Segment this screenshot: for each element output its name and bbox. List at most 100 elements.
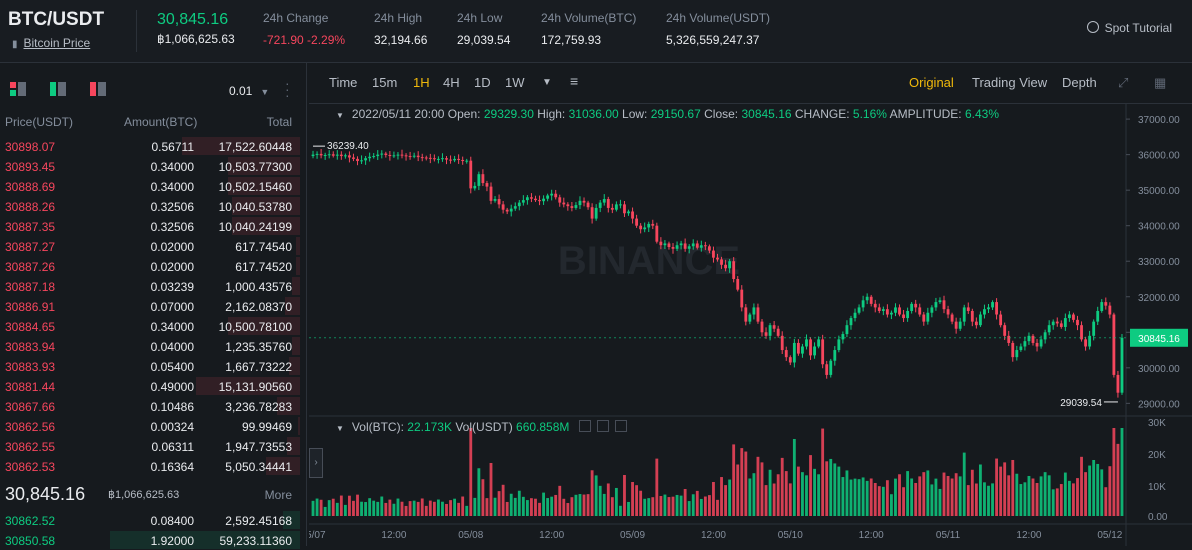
volume-bar [420, 498, 424, 516]
candle-body [594, 207, 598, 219]
settings-icon[interactable] [596, 420, 609, 432]
tf-time[interactable]: Time [329, 75, 358, 90]
fullscreen-icon[interactable]: ⤢ [1118, 75, 1129, 90]
x-tick-label: 05/12 [1097, 530, 1122, 541]
orderbook-row[interactable]: 30850.58 1.92000 59,233.11360 [0, 530, 306, 550]
tf-15m[interactable]: 15m [372, 75, 398, 90]
volume-bar [821, 428, 825, 516]
volume-bar [1063, 472, 1067, 516]
coin-link-label[interactable]: Bitcoin Price [23, 36, 91, 50]
volume-bar [1023, 482, 1027, 516]
row-amount: 0.02000 [150, 240, 194, 254]
last-price-tag: 30845.16 [1138, 334, 1180, 345]
x-tick-label: 12:00 [701, 530, 726, 541]
candle-body [400, 154, 404, 156]
candle-body [404, 155, 408, 157]
orderbook-row[interactable]: 30898.07 0.56711 17,522.60448 [0, 136, 306, 156]
orderbook-row[interactable]: 30887.35 0.32506 10,040.24199 [0, 216, 306, 236]
orderbook-row[interactable]: 30893.45 0.34000 10,503.77300 [0, 156, 306, 176]
expand-panel-icon[interactable]: › [309, 448, 323, 478]
orderbook-row[interactable]: 30888.26 0.32506 10,040.53780 [0, 196, 306, 216]
volume-bar [756, 456, 760, 516]
book-bids-icon[interactable] [50, 82, 66, 96]
row-amount: 0.56711 [151, 140, 195, 154]
book-asks-icon[interactable] [90, 82, 106, 96]
orderbook-row[interactable]: 30887.26 0.02000 617.74520 [0, 256, 306, 276]
book-both-icon[interactable] [10, 82, 26, 96]
volume-bar [360, 501, 363, 516]
orderbook-row[interactable]: 30867.66 0.10486 3,236.78283 [0, 396, 306, 416]
close-icon[interactable] [614, 420, 627, 432]
depth-bar [277, 397, 300, 415]
orderbook-row[interactable]: 30862.56 0.00324 99.99469 [0, 416, 306, 436]
row-price: 30862.56 [5, 420, 56, 434]
orderbook-row[interactable]: 30884.65 0.34000 10,500.78100 [0, 316, 306, 336]
candle-body [942, 300, 946, 310]
tf-dropdown-icon[interactable]: ▼ [542, 77, 552, 88]
candle-body [1059, 323, 1063, 327]
row-price: 30862.55 [5, 440, 56, 454]
volume-bar [788, 483, 792, 516]
collapse-vol-icon[interactable]: ▼ [336, 424, 344, 433]
volume-bar [380, 496, 384, 516]
orderbook-row[interactable]: 30883.94 0.04000 1,235.35760 [0, 336, 306, 356]
orderbook-row[interactable]: 30888.69 0.34000 10,502.15460 [0, 176, 306, 196]
orderbook-row[interactable]: 30887.18 0.03239 1,000.43576 [0, 276, 306, 296]
orderbook-row[interactable]: 30886.91 0.07000 2,162.08370 [0, 296, 306, 316]
volume-bar [647, 498, 651, 516]
collapse-icon[interactable]: ▼ [336, 111, 344, 120]
stat-24h-high: 24h High 32,194.66 [374, 11, 427, 47]
candle-body [1063, 318, 1067, 327]
candle-body [1047, 325, 1051, 333]
volume-bar [1104, 487, 1108, 516]
volume-bar [384, 502, 388, 516]
depth-bar [231, 197, 300, 215]
row-total: 10,040.53780 [218, 200, 292, 214]
view-depth[interactable]: Depth [1062, 75, 1097, 90]
volume-bar [792, 438, 796, 516]
orderbook-row[interactable]: 30883.93 0.05400 1,667.73222 [0, 356, 306, 376]
tf-1w[interactable]: 1W [505, 75, 525, 90]
stat-label: 24h High [374, 11, 423, 25]
orderbook-row[interactable]: 30887.27 0.02000 617.74540 [0, 236, 306, 256]
view-original[interactable]: Original [909, 75, 954, 90]
precision-select[interactable]: 0.01 ▼ [229, 84, 269, 98]
orderbook-row[interactable]: 30862.52 0.08400 2,592.45168 [0, 510, 306, 530]
tf-1h[interactable]: 1H [413, 75, 430, 90]
vol-btc-label: Vol(BTC): [351, 420, 404, 434]
candle-body [801, 346, 804, 354]
grid-layout-icon[interactable]: ▦ [1154, 75, 1167, 90]
visibility-icon[interactable] [578, 420, 591, 432]
spot-tutorial-link[interactable]: Spot Tutorial [1086, 20, 1172, 35]
stat-value: 5,326,559,247.37 [666, 33, 760, 47]
candle-body [679, 243, 683, 246]
tf-4h[interactable]: 4H [443, 75, 460, 90]
pair-title[interactable]: BTC/USDT [8, 9, 105, 30]
row-total: 2,592.45168 [225, 514, 292, 528]
volume-bar [865, 480, 869, 516]
orderbook-row[interactable]: 30862.55 0.06311 1,947.73553 [0, 436, 306, 456]
more-link[interactable]: More [264, 488, 292, 502]
volume-bar [691, 494, 695, 516]
volume-bar [372, 500, 376, 516]
candle-body [319, 153, 323, 156]
candle-body [606, 199, 610, 208]
orderbook-row[interactable]: 30881.44 0.49000 15,131.90560 [0, 376, 306, 396]
more-options-icon[interactable]: · · · [285, 75, 290, 103]
depth-bar [288, 357, 300, 375]
candle-body [623, 204, 626, 214]
volume-bar [432, 501, 436, 516]
candle-body [614, 204, 618, 210]
candle-body [578, 200, 582, 206]
orderbook-row[interactable]: 30862.53 0.16364 5,050.34441 [0, 456, 306, 476]
coin-price-link[interactable]: ▮ Bitcoin Price [12, 36, 90, 50]
view-trading-view[interactable]: Trading View [972, 75, 1048, 90]
candle-body [647, 223, 651, 228]
candle-body [331, 154, 335, 156]
indicator-settings-icon[interactable]: ≡ [570, 73, 579, 89]
candlestick-chart[interactable]: BINANCE29000.0030000.0031000.0032000.003… [309, 104, 1192, 546]
volume-bar [703, 496, 707, 516]
candle-body [930, 307, 934, 313]
chart-toolbar: Time 15m 1H 4H 1D 1W ▼ ≡ Original Tradin… [309, 63, 1192, 104]
tf-1d[interactable]: 1D [474, 75, 491, 90]
